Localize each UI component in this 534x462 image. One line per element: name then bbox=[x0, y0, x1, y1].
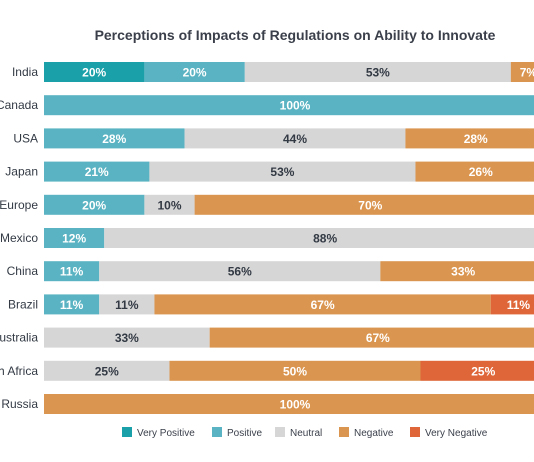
category-label-russia: Russia bbox=[1, 397, 38, 411]
legend-swatch-neutral bbox=[275, 427, 285, 437]
bar-segment-south-africa-neutral bbox=[44, 360, 170, 381]
data-label-japan-positive: 21% bbox=[85, 165, 109, 179]
data-label-mexico-neutral: 88% bbox=[313, 232, 337, 246]
bar-segment-europe-negative bbox=[194, 194, 534, 215]
data-label-south-africa-very-negative: 25% bbox=[471, 364, 495, 378]
legend-label-very-negative: Very Negative bbox=[425, 428, 488, 439]
bar-segment-canada-positive bbox=[44, 95, 534, 116]
data-label-south-africa-negative: 50% bbox=[283, 364, 307, 378]
data-label-canada-positive: 100% bbox=[280, 99, 311, 113]
category-label-brazil: Brazil bbox=[8, 297, 38, 311]
data-label-brazil-positive: 11% bbox=[60, 298, 84, 312]
category-label-europe: Europe bbox=[0, 198, 38, 212]
data-label-russia-negative: 100% bbox=[280, 398, 311, 412]
data-label-europe-negative: 70% bbox=[358, 198, 382, 212]
category-label-usa: USA bbox=[13, 131, 38, 145]
bar-segment-mexico-positive bbox=[44, 228, 105, 248]
category-label-australia: Australia bbox=[0, 331, 38, 345]
category-label-china: China bbox=[7, 264, 39, 278]
data-label-australia-negative: 67% bbox=[366, 331, 390, 345]
legend-label-very-positive: Very Positive bbox=[137, 428, 195, 439]
bar-segment-brazil-positive bbox=[44, 294, 100, 315]
bar-segment-japan-neutral bbox=[149, 161, 416, 182]
data-label-brazil-negative: 67% bbox=[311, 298, 335, 312]
bar-segment-australia-neutral bbox=[44, 327, 210, 348]
category-labels: India Canada USA Japan Europe Mexico China Braz… bbox=[0, 65, 38, 411]
category-label-japan: Japan bbox=[5, 165, 38, 179]
data-label-brazil-neutral: 11% bbox=[115, 298, 139, 312]
bar-segment-china-negative bbox=[380, 261, 534, 282]
data-label-australia-neutral: 33% bbox=[115, 331, 139, 345]
legend-label-neutral: Neutral bbox=[290, 428, 322, 439]
bar-segment-india-positive bbox=[144, 62, 245, 82]
legend-swatch-very-positive bbox=[122, 427, 132, 437]
bar-segment-australia-negative bbox=[209, 327, 534, 348]
bar-segment-brazil-negative bbox=[154, 294, 491, 315]
bar-segment-usa-negative bbox=[405, 128, 534, 149]
data-label-japan-neutral: 53% bbox=[270, 165, 294, 179]
bar-segment-japan-positive bbox=[44, 161, 150, 182]
bar-segment-south-africa-very-negative bbox=[420, 360, 534, 381]
data-label-brazil-very-negative: 11% bbox=[507, 298, 531, 312]
data-label-india-negative: 7% bbox=[520, 66, 534, 80]
bar-segment-usa-positive bbox=[44, 128, 185, 149]
bar-segment-brazil-very-negative bbox=[490, 294, 534, 315]
data-label-india-neutral: 53% bbox=[366, 66, 390, 80]
bar-segment-india-negative bbox=[510, 62, 534, 82]
bar-segment-europe-positive bbox=[44, 194, 145, 215]
legend-swatch-positive bbox=[212, 427, 222, 437]
data-label-china-negative: 33% bbox=[451, 265, 475, 279]
bar-segment-russia-negative bbox=[44, 394, 534, 414]
bar-segment-china-neutral bbox=[99, 261, 381, 282]
data-label-india-very-positive: 20% bbox=[82, 66, 106, 80]
data-label-usa-negative: 28% bbox=[464, 132, 488, 146]
bar-segment-india-neutral bbox=[244, 62, 511, 82]
data-label-japan-negative: 26% bbox=[469, 165, 493, 179]
category-label-mexico: Mexico bbox=[0, 231, 38, 245]
category-label-south-africa: South Africa bbox=[0, 364, 38, 378]
category-label-india: India bbox=[12, 65, 38, 79]
data-label-india-positive: 20% bbox=[183, 66, 207, 80]
bar-segment-brazil-neutral bbox=[99, 294, 155, 315]
data-label-south-africa-neutral: 25% bbox=[95, 364, 119, 378]
bar-segment-mexico-neutral bbox=[104, 228, 534, 248]
data-label-europe-neutral: 10% bbox=[157, 198, 181, 212]
legend-swatch-negative bbox=[339, 427, 349, 437]
legend-label-positive: Positive bbox=[227, 428, 262, 439]
bar-segment-usa-neutral bbox=[184, 128, 406, 149]
bar-segment-south-africa-negative bbox=[169, 360, 421, 381]
bar-segment-india-very-positive bbox=[44, 62, 145, 82]
bar-segment-europe-neutral bbox=[144, 194, 195, 215]
data-label-mexico-positive: 12% bbox=[62, 232, 86, 246]
chart-title: Perceptions of Impacts of Regulations on… bbox=[95, 27, 496, 43]
data-label-china-neutral: 56% bbox=[228, 265, 252, 279]
data-label-usa-positive: 28% bbox=[102, 132, 126, 146]
bar-segment-china-positive bbox=[44, 261, 100, 282]
legend: Very Positive Positive Neutral Negative Very… bbox=[122, 427, 488, 439]
bars: 20% 20% 53% 7% 100% 28% 44% 28% 21% 53% 26% 20% 10% 7… bbox=[44, 62, 534, 414]
legend-label-negative: Negative bbox=[354, 428, 394, 439]
data-label-usa-neutral: 44% bbox=[283, 132, 307, 146]
bar-segment-japan-negative bbox=[415, 161, 534, 182]
legend-swatch-very-negative bbox=[410, 427, 420, 437]
category-label-canada: Canada bbox=[0, 98, 38, 112]
data-label-china-positive: 11% bbox=[60, 265, 84, 279]
data-label-europe-positive: 20% bbox=[82, 198, 106, 212]
